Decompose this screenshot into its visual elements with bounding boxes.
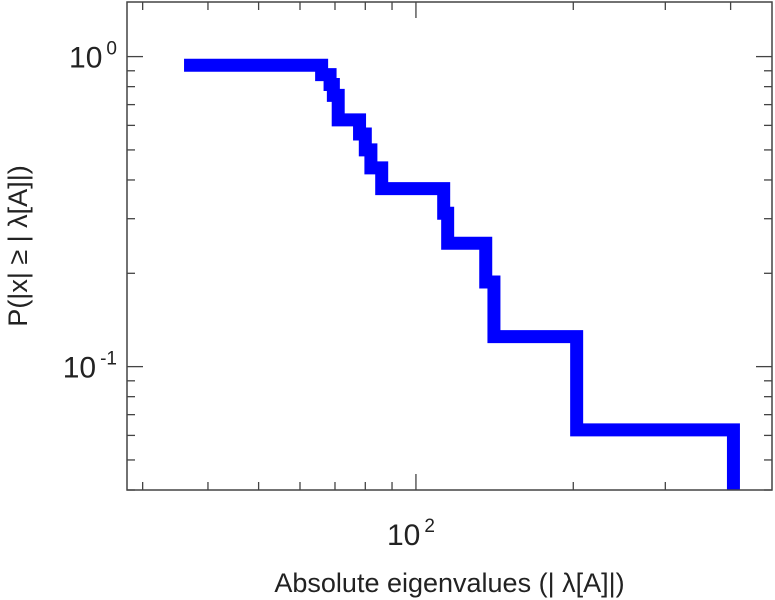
x-axis-label: Absolute eigenvalues (| λ[A]|) [274,568,624,598]
plot-frame [126,1,773,491]
x-tick-label: 10 2 [387,516,435,552]
ccdf-step-line [184,58,740,490]
tick-labels-layer: 10 0 10 -1 10 2 [63,39,435,552]
ticks-layer [127,2,772,491]
y-axis-label: P(|x| ≥ | λ[A]|) [3,165,33,326]
y-tick-label: 10 0 [69,39,117,75]
y-tick-label: 10 -1 [63,349,117,385]
